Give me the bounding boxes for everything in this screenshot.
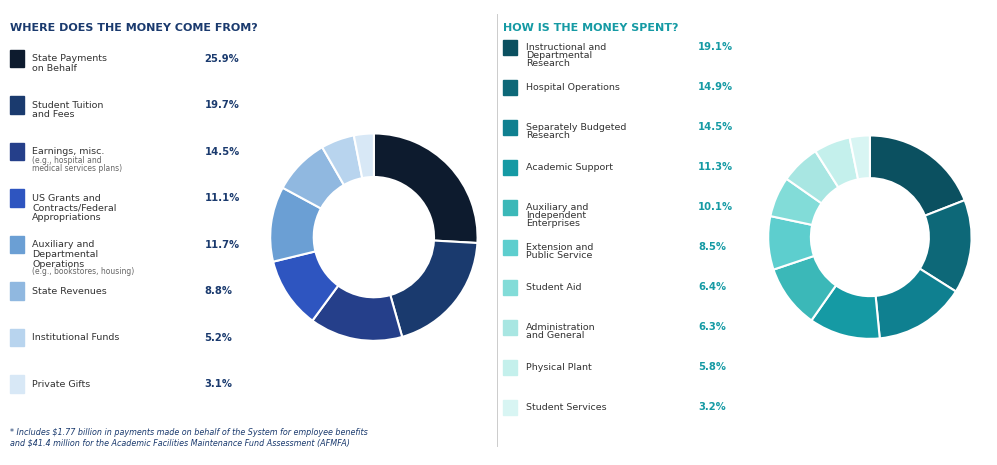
Text: 5.2%: 5.2% — [204, 332, 232, 343]
Text: 11.1%: 11.1% — [204, 193, 239, 203]
Wedge shape — [768, 216, 814, 270]
Text: * Includes $1.77 billion in payments made on behalf of the System for employee b: * Includes $1.77 billion in payments mad… — [10, 428, 368, 447]
Text: (e.g., hospital and: (e.g., hospital and — [32, 156, 102, 165]
Text: Extension and: Extension and — [525, 243, 593, 252]
Bar — [503, 359, 517, 375]
Wedge shape — [875, 269, 956, 339]
Bar — [10, 189, 24, 207]
Text: Public Service: Public Service — [525, 251, 592, 260]
Bar — [503, 80, 517, 95]
Text: 10.1%: 10.1% — [698, 202, 733, 212]
Text: HOW IS THE MONEY SPENT?: HOW IS THE MONEY SPENT? — [503, 23, 679, 33]
Text: 25.9%: 25.9% — [204, 53, 239, 64]
Text: 19.1%: 19.1% — [698, 42, 733, 52]
Text: Appropriations: Appropriations — [32, 213, 102, 222]
Wedge shape — [283, 147, 344, 208]
Wedge shape — [771, 179, 822, 225]
Text: 6.4%: 6.4% — [698, 282, 726, 292]
Text: State Revenues: State Revenues — [32, 286, 107, 296]
Text: Auxiliary and: Auxiliary and — [525, 203, 588, 212]
Bar — [10, 375, 24, 393]
Text: 5.8%: 5.8% — [698, 362, 726, 372]
Text: Student Tuition: Student Tuition — [32, 100, 104, 110]
Text: and Fees: and Fees — [32, 110, 75, 120]
Text: Hospital Operations: Hospital Operations — [525, 83, 620, 92]
Bar — [10, 143, 24, 160]
Text: Physical Plant: Physical Plant — [525, 363, 591, 372]
Bar — [503, 279, 517, 295]
Text: 14.5%: 14.5% — [204, 146, 239, 157]
Text: and General: and General — [525, 331, 584, 340]
Text: 3.1%: 3.1% — [204, 379, 232, 389]
Wedge shape — [849, 135, 870, 179]
Text: 11.3%: 11.3% — [698, 162, 733, 172]
Text: Independent: Independent — [525, 211, 586, 220]
Text: Institutional Funds: Institutional Funds — [32, 333, 120, 342]
Bar — [10, 236, 24, 253]
Text: Academic Support: Academic Support — [525, 163, 613, 172]
Text: Earnings, misc.: Earnings, misc. — [32, 147, 105, 156]
Text: on Behalf: on Behalf — [32, 64, 78, 73]
Text: 8.8%: 8.8% — [204, 286, 232, 296]
Bar — [10, 50, 24, 67]
Text: Research: Research — [525, 131, 570, 140]
Wedge shape — [354, 133, 374, 178]
Text: 14.5%: 14.5% — [698, 122, 733, 132]
Bar — [10, 329, 24, 346]
Wedge shape — [312, 286, 402, 341]
Wedge shape — [270, 188, 321, 262]
Bar — [503, 159, 517, 175]
Text: Administration: Administration — [525, 323, 595, 332]
Text: 8.5%: 8.5% — [698, 242, 726, 252]
Text: 3.2%: 3.2% — [698, 402, 726, 412]
Text: Separately Budgeted: Separately Budgeted — [525, 123, 626, 132]
Text: Departmental: Departmental — [525, 51, 592, 60]
Text: 11.7%: 11.7% — [204, 239, 239, 250]
Text: US Grants and: US Grants and — [32, 193, 101, 203]
Bar — [503, 40, 517, 55]
Text: Research: Research — [525, 60, 570, 68]
Bar — [503, 399, 517, 415]
Wedge shape — [774, 256, 836, 320]
Text: Contracts/Federal: Contracts/Federal — [32, 203, 117, 213]
Text: (e.g., bookstores, housing): (e.g., bookstores, housing) — [32, 267, 135, 276]
Text: 14.9%: 14.9% — [698, 82, 733, 92]
Bar — [503, 319, 517, 335]
Text: 19.7%: 19.7% — [204, 100, 239, 110]
Wedge shape — [920, 200, 971, 292]
Wedge shape — [869, 135, 965, 216]
Wedge shape — [374, 133, 478, 243]
Text: Operations: Operations — [32, 259, 85, 269]
Text: Departmental: Departmental — [32, 250, 99, 259]
Bar — [503, 199, 517, 215]
Text: Instructional and: Instructional and — [525, 43, 606, 52]
Bar — [503, 239, 517, 255]
Text: medical services plans): medical services plans) — [32, 164, 123, 173]
Bar — [10, 96, 24, 114]
Text: 6.3%: 6.3% — [698, 322, 726, 332]
Bar — [10, 282, 24, 300]
Text: WHERE DOES THE MONEY COME FROM?: WHERE DOES THE MONEY COME FROM? — [10, 23, 257, 33]
Wedge shape — [812, 286, 879, 339]
Wedge shape — [390, 240, 478, 337]
Bar — [503, 120, 517, 135]
Wedge shape — [322, 135, 362, 185]
Text: Enterprises: Enterprises — [525, 219, 580, 228]
Text: State Payments: State Payments — [32, 54, 108, 63]
Text: Student Services: Student Services — [525, 403, 606, 412]
Text: Private Gifts: Private Gifts — [32, 379, 91, 389]
Wedge shape — [787, 151, 838, 203]
Wedge shape — [273, 252, 338, 321]
Text: Student Aid: Student Aid — [525, 283, 581, 292]
Text: Auxiliary and: Auxiliary and — [32, 240, 95, 249]
Wedge shape — [816, 138, 858, 187]
